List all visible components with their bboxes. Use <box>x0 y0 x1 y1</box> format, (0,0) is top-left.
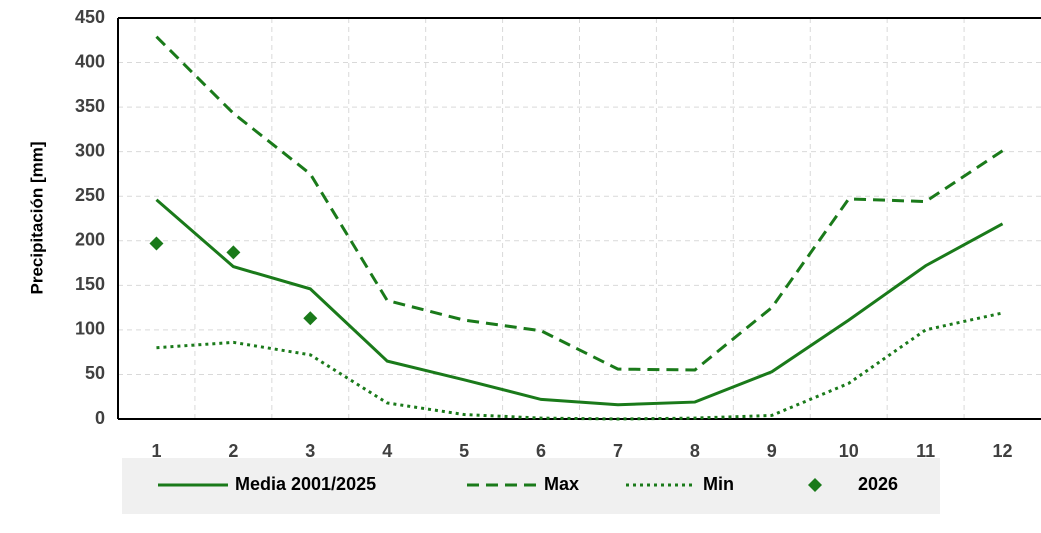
y-tick-label: 350 <box>75 96 105 116</box>
y-tick-label: 400 <box>75 51 105 71</box>
y-tick-label: 300 <box>75 140 105 160</box>
series-line <box>155 35 1004 372</box>
x-tick-label: 3 <box>305 441 315 461</box>
y-tick-label: 100 <box>75 319 105 339</box>
legend-marker <box>808 478 822 492</box>
x-tick-label: 7 <box>613 441 623 461</box>
x-tick-label: 11 <box>916 441 935 461</box>
x-tick-label: 6 <box>536 441 546 461</box>
x-tick-label: 8 <box>690 441 700 461</box>
y-axis-label: Precipitación [mm] <box>27 141 46 294</box>
series-line <box>155 198 1004 407</box>
series-line <box>156 311 1003 421</box>
y-tick-label: 200 <box>75 230 105 250</box>
y-tick-label: 0 <box>95 408 105 428</box>
y-tick-label: 450 <box>75 7 105 27</box>
x-tick-label: 4 <box>382 441 392 461</box>
x-tick-label: 2 <box>228 441 238 461</box>
marker <box>303 311 318 326</box>
x-tick-label: 12 <box>993 441 1013 461</box>
legend-label: Media 2001/2025 <box>235 474 376 494</box>
y-tick-label: 50 <box>85 363 105 383</box>
legend-label: Max <box>544 474 579 494</box>
x-tick-label: 9 <box>767 441 777 461</box>
legend-label: Min <box>703 474 734 494</box>
x-tick-label: 1 <box>151 441 161 461</box>
y-tick-label: 150 <box>75 274 105 294</box>
legend-label: 2026 <box>858 474 898 494</box>
x-tick-label: 5 <box>459 441 469 461</box>
marker <box>149 236 164 251</box>
marker <box>226 245 241 260</box>
x-tick-label: 10 <box>839 441 859 461</box>
y-tick-label: 250 <box>75 185 105 205</box>
